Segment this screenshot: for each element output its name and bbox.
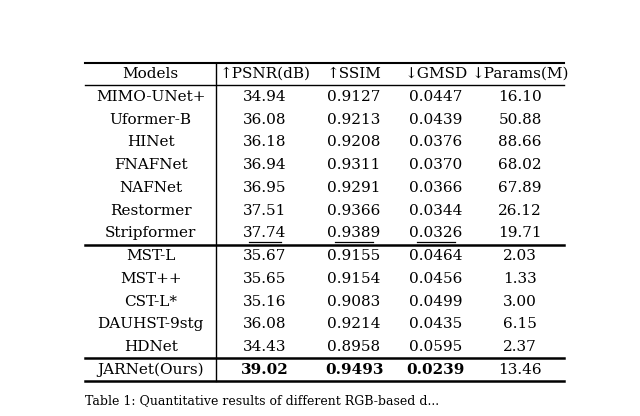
Text: Models: Models: [123, 67, 179, 81]
Text: HDNet: HDNet: [124, 340, 178, 354]
Text: 0.0439: 0.0439: [409, 113, 463, 126]
Text: 67.89: 67.89: [499, 181, 542, 195]
Text: 19.71: 19.71: [499, 226, 542, 240]
Text: 0.0595: 0.0595: [409, 340, 463, 354]
Text: 36.94: 36.94: [243, 158, 287, 172]
Text: 0.9366: 0.9366: [327, 203, 381, 218]
Text: 0.9291: 0.9291: [327, 181, 381, 195]
Text: 26.12: 26.12: [499, 203, 542, 218]
Text: 34.43: 34.43: [243, 340, 287, 354]
Text: ↑SSIM: ↑SSIM: [326, 67, 381, 81]
Text: 0.9127: 0.9127: [327, 90, 381, 104]
Text: 0.9208: 0.9208: [327, 135, 381, 149]
Text: 0.9083: 0.9083: [328, 295, 381, 309]
Text: ↓Params(M): ↓Params(M): [472, 67, 569, 81]
Text: 88.66: 88.66: [499, 135, 542, 149]
Text: 0.0370: 0.0370: [409, 158, 463, 172]
Text: 0.8958: 0.8958: [328, 340, 381, 354]
Text: 13.46: 13.46: [499, 363, 542, 377]
Text: 0.0464: 0.0464: [409, 249, 463, 263]
Text: ↓GMSD: ↓GMSD: [404, 67, 467, 81]
Text: 0.9389: 0.9389: [328, 226, 381, 240]
Text: 2.03: 2.03: [503, 249, 537, 263]
Text: 1.33: 1.33: [503, 272, 537, 286]
Text: 36.08: 36.08: [243, 317, 287, 331]
Text: 36.95: 36.95: [243, 181, 287, 195]
Text: 0.0344: 0.0344: [409, 203, 463, 218]
Text: 37.51: 37.51: [243, 203, 287, 218]
Text: Uformer-B: Uformer-B: [109, 113, 192, 126]
Text: 35.65: 35.65: [243, 272, 287, 286]
Text: 0.0456: 0.0456: [409, 272, 463, 286]
Text: JARNet(Ours): JARNet(Ours): [97, 363, 204, 377]
Text: MST-L: MST-L: [126, 249, 175, 263]
Text: 34.94: 34.94: [243, 90, 287, 104]
Text: 0.9154: 0.9154: [327, 272, 381, 286]
Text: 0.9493: 0.9493: [324, 363, 383, 377]
Text: 0.0376: 0.0376: [409, 135, 463, 149]
Text: 0.0435: 0.0435: [409, 317, 463, 331]
Text: HINet: HINet: [127, 135, 175, 149]
Text: NAFNet: NAFNet: [119, 181, 182, 195]
Text: 0.0499: 0.0499: [409, 295, 463, 309]
Text: MST++: MST++: [120, 272, 182, 286]
Text: Restormer: Restormer: [110, 203, 191, 218]
Text: FNAFNet: FNAFNet: [114, 158, 188, 172]
Text: 35.67: 35.67: [243, 249, 287, 263]
Text: CST-L*: CST-L*: [124, 295, 177, 309]
Text: 0.9155: 0.9155: [328, 249, 381, 263]
Text: 0.0326: 0.0326: [409, 226, 463, 240]
Text: DAUHST-9stg: DAUHST-9stg: [97, 317, 204, 331]
Text: 35.16: 35.16: [243, 295, 287, 309]
Text: 3.00: 3.00: [503, 295, 537, 309]
Text: 68.02: 68.02: [499, 158, 542, 172]
Text: MIMO-UNet+: MIMO-UNet+: [96, 90, 205, 104]
Text: 39.02: 39.02: [241, 363, 289, 377]
Text: 2.37: 2.37: [503, 340, 537, 354]
Text: 0.9311: 0.9311: [327, 158, 381, 172]
Text: 16.10: 16.10: [499, 90, 542, 104]
Text: 0.0366: 0.0366: [409, 181, 463, 195]
Text: 36.08: 36.08: [243, 113, 287, 126]
Text: 0.0239: 0.0239: [406, 363, 465, 377]
Text: 0.9213: 0.9213: [327, 113, 381, 126]
Text: 6.15: 6.15: [503, 317, 537, 331]
Text: 50.88: 50.88: [499, 113, 542, 126]
Text: Table 1: Quantitative results of different RGB-based d...: Table 1: Quantitative results of differe…: [85, 394, 439, 407]
Text: ↑PSNR(dB): ↑PSNR(dB): [220, 67, 310, 81]
Text: 0.0447: 0.0447: [409, 90, 463, 104]
Text: 36.18: 36.18: [243, 135, 287, 149]
Text: Stripformer: Stripformer: [105, 226, 196, 240]
Text: 0.9214: 0.9214: [327, 317, 381, 331]
Text: 37.74: 37.74: [243, 226, 287, 240]
